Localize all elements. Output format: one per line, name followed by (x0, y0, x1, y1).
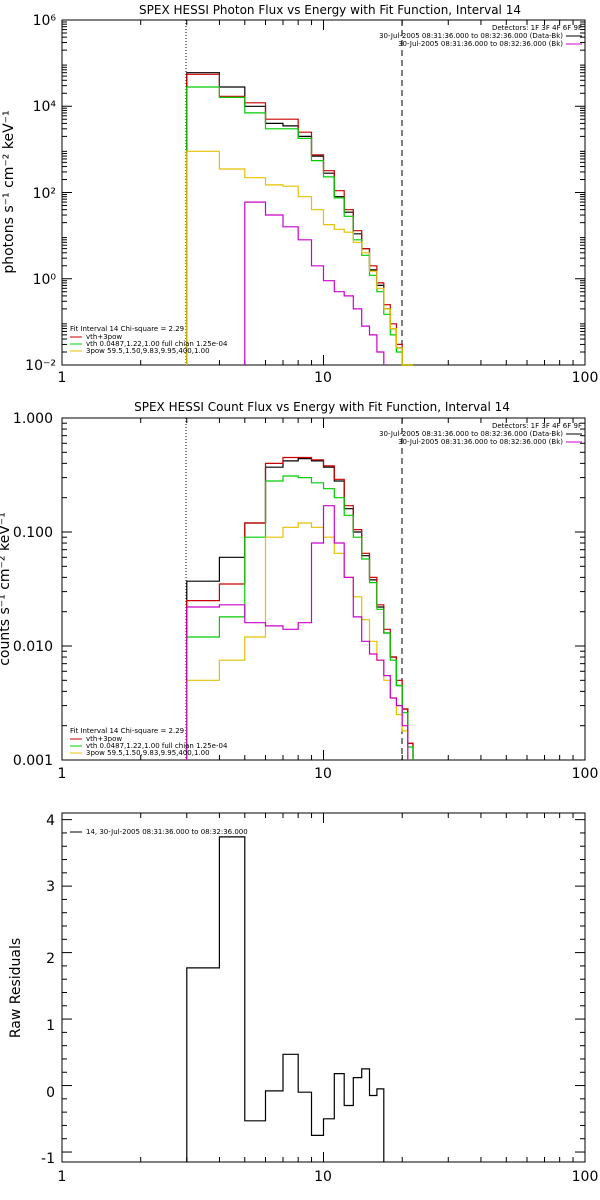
photon-flux-series (186, 72, 413, 366)
count-flux-y-tick-label: 0.100 (13, 525, 53, 541)
count-flux-y-tick-label: 1.000 (13, 411, 53, 427)
residuals-x-tick-label: 10 (314, 1169, 332, 1185)
photon-flux-series-line-1 (186, 73, 413, 366)
residuals-y-tick-label: 3 (46, 879, 55, 895)
photon-flux-x-tick-label: 100 (572, 370, 599, 386)
photon-flux-y-tick-label: 10⁻² (25, 358, 56, 374)
count-flux-x-tick-label: 1 (58, 766, 67, 782)
count-flux-series (186, 456, 414, 760)
photon-flux-x-tick-label: 10 (314, 370, 332, 386)
count-flux-series-line-2 (186, 475, 414, 760)
count-flux-x-tick-labels: 1 10 100 (58, 766, 599, 782)
count-flux-vlines (185, 418, 403, 760)
photon-flux-y-axis-label: photons s⁻¹ cm⁻² keV⁻¹ (1, 110, 17, 273)
count-flux-y-tick-labels: 0.001 0.010 0.100 1.000 (13, 411, 53, 769)
residuals-legend: 14, 30-Jul-2005 08:31:36.000 to 08:32:36… (70, 828, 248, 836)
photon-flux-legend-entry: 30-Jul-2005 08:31:36.000 to 08:32:36.000… (379, 32, 563, 40)
photon-flux-fit-legend-header: Fit Interval 14 Chi-square = 2.29 (70, 325, 184, 333)
photon-flux-x-tick-label: 1 (58, 370, 67, 386)
count-flux-fit-legend-entry: vth 0.0487,1.22,1.00 full chian 1.25e-04 (86, 742, 228, 750)
photon-flux-y-tick-label: 10⁰ (33, 272, 57, 288)
photon-flux-legend: Detectors: 1F 3F 4F 6F 9F 30-Jul-2005 08… (379, 24, 582, 48)
photon-flux-series-line-3 (186, 150, 413, 366)
residuals-y-tick-label: 4 (46, 813, 55, 829)
photon-flux-x-tick-labels: 1 10 100 (58, 370, 599, 386)
residuals-y-axis-label: Raw Residuals (8, 938, 24, 1038)
photon-flux-series-line-4 (244, 201, 385, 365)
residuals-series (186, 836, 385, 1162)
residuals-x-tick-label: 1 (58, 1169, 67, 1185)
count-flux-fit-legend-entry: 3pow 59.5,1.50,9.83,9.95,400,1.00 (86, 749, 210, 757)
photon-flux-y-tick-label: 10² (33, 186, 56, 202)
count-flux-y-tick-label: 0.001 (13, 753, 53, 769)
photon-flux-y-tick-label: 10⁴ (33, 99, 57, 115)
residuals-y-tick-label: 0 (46, 1085, 55, 1101)
residuals-panel: 1 10 100 -1 0 1 2 3 4 Raw Residuals 14, … (8, 812, 599, 1185)
photon-flux-fit-legend: Fit Interval 14 Chi-square = 2.29 vth+3p… (70, 325, 228, 355)
count-flux-legend-entry: 30-Jul-2005 08:31:36.000 to 08:32:36.000… (379, 430, 563, 438)
residuals-axis-ticks (61, 813, 586, 1162)
count-flux-panel: SPEX HESSI Count Flux vs Energy with Fit… (0, 400, 598, 782)
count-flux-x-tick-label: 100 (572, 766, 599, 782)
photon-flux-fit-legend-entry: vth+3pow (86, 333, 122, 341)
photon-flux-series-line-2 (186, 86, 413, 366)
count-flux-plot-frame (61, 417, 586, 761)
photon-flux-axis-ticks (61, 19, 586, 366)
count-flux-fit-legend-entry: vth+3pow (86, 735, 122, 743)
photon-flux-legend-detectors: Detectors: 1F 3F 4F 6F 9F (492, 24, 582, 32)
residuals-y-tick-labels: -1 0 1 2 3 4 (41, 813, 55, 1167)
count-flux-axis-ticks (61, 417, 586, 761)
residuals-y-tick-label: 2 (46, 951, 55, 967)
residuals-series-line-0 (186, 836, 385, 1162)
photon-flux-panel: SPEX HESSI Photon Flux vs Energy with Fi… (1, 3, 598, 386)
residuals-x-tick-label: 100 (572, 1169, 599, 1185)
count-flux-fit-legend: Fit Interval 14 Chi-square = 2.29 vth+3p… (70, 727, 228, 757)
count-flux-legend-detectors: Detectors: 1F 3F 4F 6F 9F (492, 422, 582, 430)
photon-flux-vlines (185, 20, 403, 365)
count-flux-series-line-4 (186, 505, 409, 760)
photon-flux-fit-legend-entry: 3pow 59.5,1.50,9.83,9.95,400,1.00 (86, 347, 210, 355)
count-flux-title: SPEX HESSI Count Flux vs Energy with Fit… (134, 400, 510, 414)
residuals-plot-frame (61, 812, 586, 1163)
count-flux-x-tick-label: 10 (314, 766, 332, 782)
photon-flux-title: SPEX HESSI Photon Flux vs Energy with Fi… (139, 3, 521, 17)
photon-flux-fit-legend-entry: vth 0.0487,1.22,1.00 full chian 1.25e-04 (86, 340, 228, 348)
photon-flux-series-line-0 (186, 72, 413, 366)
residuals-x-tick-labels: 1 10 100 (58, 1169, 599, 1185)
photon-flux-legend-entry: 30-Jul-2005 08:31:36.000 to 08:32:36.000… (398, 40, 563, 48)
residuals-legend-entry: 14, 30-Jul-2005 08:31:36.000 to 08:32:36… (86, 828, 248, 836)
count-flux-legend-entry: 30-Jul-2005 08:31:36.000 to 08:32:36.000… (398, 438, 563, 446)
residuals-y-tick-label: -1 (41, 1151, 55, 1167)
count-flux-fit-legend-header: Fit Interval 14 Chi-square = 2.29 (70, 727, 184, 735)
residuals-y-tick-label: 1 (46, 1018, 55, 1034)
photon-flux-y-tick-label: 10⁶ (33, 13, 57, 29)
count-flux-y-tick-label: 0.010 (13, 639, 53, 655)
count-flux-y-axis-label: counts s⁻¹ cm⁻² keV⁻¹ (0, 512, 13, 666)
photon-flux-y-tick-labels: 10⁻² 10⁰ 10² 10⁴ 10⁶ (25, 13, 56, 374)
photon-flux-plot-frame (61, 19, 586, 366)
count-flux-legend: Detectors: 1F 3F 4F 6F 9F 30-Jul-2005 08… (379, 422, 582, 446)
